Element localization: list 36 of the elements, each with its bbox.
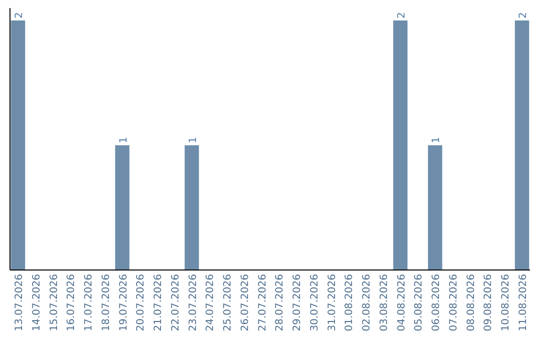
x-tick-label: 03.08.2026 — [378, 274, 390, 332]
x-tick-label: 13.07.2026 — [14, 274, 25, 332]
x-tick-label: 08.08.2026 — [466, 274, 477, 332]
x-tick-label: 06.08.2026 — [431, 274, 442, 332]
x-tick-label: 16.07.2026 — [66, 274, 78, 332]
data-label: 1 — [431, 136, 442, 144]
x-tick-label: 28.07.2026 — [274, 274, 286, 332]
x-tick-label: 25.07.2026 — [222, 274, 234, 332]
x-tick-label: 09.08.2026 — [483, 274, 494, 332]
data-label: 2 — [14, 12, 25, 18]
x-tick-label: 21.07.2026 — [153, 274, 164, 332]
x-tick-label: 18.07.2026 — [100, 274, 112, 332]
x-tick-label: 17.07.2026 — [84, 274, 95, 332]
x-tick-label: 05.08.2026 — [414, 274, 425, 332]
x-tick-label: 01.08.2026 — [344, 274, 356, 332]
x-tick-label: 20.07.2026 — [136, 274, 147, 332]
x-tick-label: 27.07.2026 — [257, 274, 268, 332]
x-tick-label: 30.07.2026 — [309, 274, 320, 332]
x-tick-label: 29.07.2026 — [292, 274, 304, 332]
x-tick-label: 23.07.2026 — [188, 274, 199, 332]
x-tick-label: 19.07.2026 — [118, 274, 130, 332]
x-tick-label: 15.07.2026 — [48, 274, 60, 332]
x-tick-label: 02.08.2026 — [362, 274, 373, 332]
x-tick-label: 10.08.2026 — [500, 274, 512, 332]
data-label: 2 — [518, 12, 530, 18]
x-tick-label: 14.07.2026 — [31, 274, 42, 332]
x-tick-label: 31.07.2026 — [326, 274, 338, 332]
data-label: 1 — [188, 136, 199, 144]
x-tick-label: 04.08.2026 — [396, 274, 408, 332]
data-label: 1 — [118, 136, 130, 144]
x-tick-label: 07.08.2026 — [448, 274, 460, 332]
x-tick-label: 22.07.2026 — [170, 274, 182, 332]
x-tick-label: 26.07.2026 — [240, 274, 251, 332]
x-tick-label: 24.07.2026 — [205, 274, 216, 332]
data-label: 2 — [396, 12, 408, 18]
x-tick-label: 11.08.2026 — [518, 274, 530, 332]
